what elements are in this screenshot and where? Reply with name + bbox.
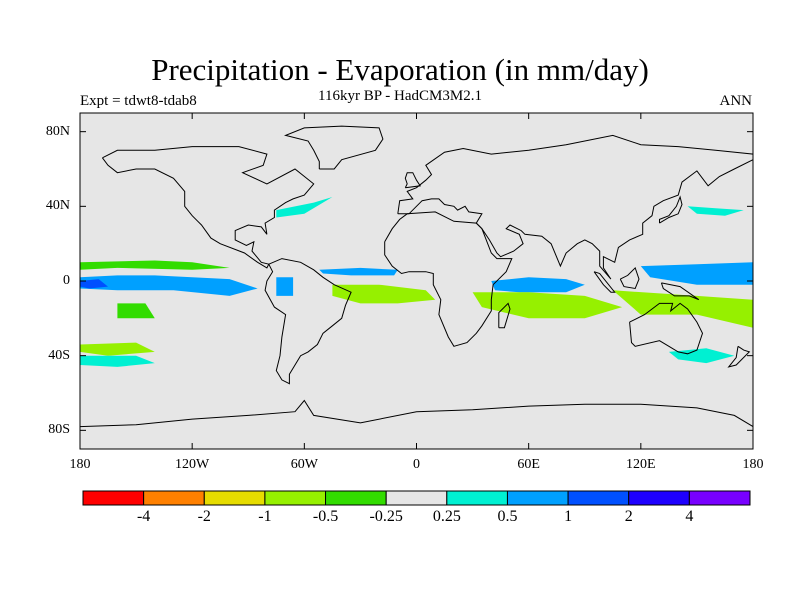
lon-tick-label: 120W [175,457,210,472]
colorbar-swatch [385,490,448,506]
colorbar-label: 2 [624,508,633,525]
lon-tick-label: 120E [626,457,656,472]
region-south-pacific-storm-cyan [80,355,155,367]
region-west-pacific-blue [640,262,753,285]
colorbar-swatch [628,490,690,506]
colorbar-label: -0.5 [312,508,339,525]
region-central-pacific-itcz-blue [80,275,258,296]
region-north-pacific-green [80,260,230,270]
coastline-1 [283,125,384,170]
coastline-11 [593,271,616,293]
lon-tick-label: 0 [413,457,420,472]
coastlines [79,125,754,428]
colorbar-swatch [567,490,630,506]
region-amazon-blue [276,277,294,296]
colorbar-swatch [446,490,508,506]
coastline-5 [629,302,704,355]
coastline-6 [79,399,754,428]
region-south-west-pacific-cyan [668,348,735,364]
colorbar-swatch [325,490,387,506]
region-south-atlantic-green [332,284,436,304]
colorbar-swatch [143,490,205,506]
lon-tick-label: 60E [517,457,540,472]
colorbar-label: -0.25 [369,508,403,525]
region-west-pacific-green [612,290,753,328]
region-atlantic-itcz-blue [319,267,398,276]
region-east-pacific-green [117,303,155,319]
coastline-13 [727,345,751,368]
lat-tick-label: 80N [45,123,70,139]
colorbar-label: 1 [564,508,573,525]
colorbar-swatch [264,490,327,506]
season-label: ANN [719,93,753,109]
precip-regions [80,197,753,367]
axis-ticks [79,113,754,449]
colorbar-label: 0.25 [432,508,461,525]
colorbar-label: -2 [197,508,211,525]
colorbar-swatch [506,490,569,506]
region-indian-ocean-blue [491,277,585,293]
coastline-8 [498,302,511,329]
lat-tick-label: 80S [48,422,70,438]
coastline-7 [404,172,422,189]
colorbar-label: 0.5 [497,508,518,525]
region-north-atlantic-cyan [276,197,333,218]
lon-tick-label: 60W [290,457,318,472]
lat-tick-label: 40N [45,198,70,214]
region-south-indian-green [472,292,623,319]
coastline-0 [101,146,315,269]
colorbar-swatch [203,490,266,506]
coastline-2 [264,258,352,385]
region-south-pacific-storm-green [80,342,155,356]
colorbar-swatch [82,490,145,506]
lon-tick-label: 180 [69,457,91,472]
coastline-4 [397,134,754,280]
chart-subtitle: 116kyr BP - HadCM3M2.1 [318,88,482,104]
chart-title: Precipitation - Evaporation (in mm/day) [151,52,649,87]
colorbar-label: -4 [136,508,151,525]
colorbar-swatch [688,490,751,506]
coastline-3 [384,211,513,347]
region-central-pacific-itcz-dark [80,279,108,289]
lon-tick-label: 180 [742,457,764,472]
colorbar-label: 4 [685,508,694,525]
coastline-10 [619,266,640,290]
lat-tick-label: 40S [48,347,70,363]
coastline-12 [660,282,700,301]
colorbar [82,490,751,506]
region-north-west-pacific-cyan [687,206,744,216]
colorbar-label: -1 [258,508,272,525]
coastline-9 [659,195,683,224]
experiment-label: Expt = tdwt8-tdab8 [80,93,197,109]
lat-tick-label: 0 [63,273,70,288]
